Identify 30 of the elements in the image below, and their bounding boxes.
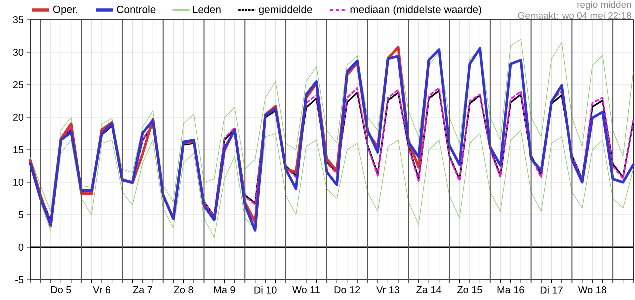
x-tick-label: Za 14 (416, 286, 442, 294)
y-tick-label: -5 (16, 276, 24, 284)
legend-label: mediaan (middelste waarde) (350, 6, 482, 16)
y-tick-label: 5 (18, 212, 24, 218)
legend-label: Controle (117, 6, 156, 14)
y-tick-label: 15 (14, 146, 24, 154)
x-tick-label: Ma 16 (498, 286, 524, 294)
legend-label: Oper. (53, 6, 78, 16)
x-tick-label: Za 7 (133, 286, 152, 294)
x-tick-label: Di 17 (540, 286, 563, 294)
x-tick-label: Zo 15 (458, 286, 482, 294)
y-tick-label: 25 (13, 81, 24, 89)
text: regio midden (578, 1, 632, 10)
x-tick-label: Do 12 (334, 286, 360, 294)
y-tick-label: 0 (18, 244, 24, 252)
y-tick-label: 10 (14, 178, 24, 186)
x-tick-label: Vr 13 (376, 286, 400, 294)
legend-label: Leden (193, 6, 221, 14)
x-tick-label: Ma 9 (214, 286, 236, 294)
text: Gemaakt: wo 04 mei 22:18 (518, 12, 632, 20)
x-tick-label: Wo 18 (578, 286, 606, 294)
x-tick-label: Di 10 (254, 286, 277, 294)
x-tick-label: Vr 6 (93, 286, 111, 294)
legend-label: gemiddelde (259, 6, 312, 16)
x-tick-label: Zo 8 (174, 286, 194, 294)
x-tick-label: Wo 11 (292, 286, 320, 294)
y-tick-label: 20 (13, 114, 24, 122)
y-tick-label: 35 (13, 16, 24, 24)
x-tick-label: Do 5 (51, 286, 72, 294)
y-tick-label: 30 (13, 48, 24, 56)
